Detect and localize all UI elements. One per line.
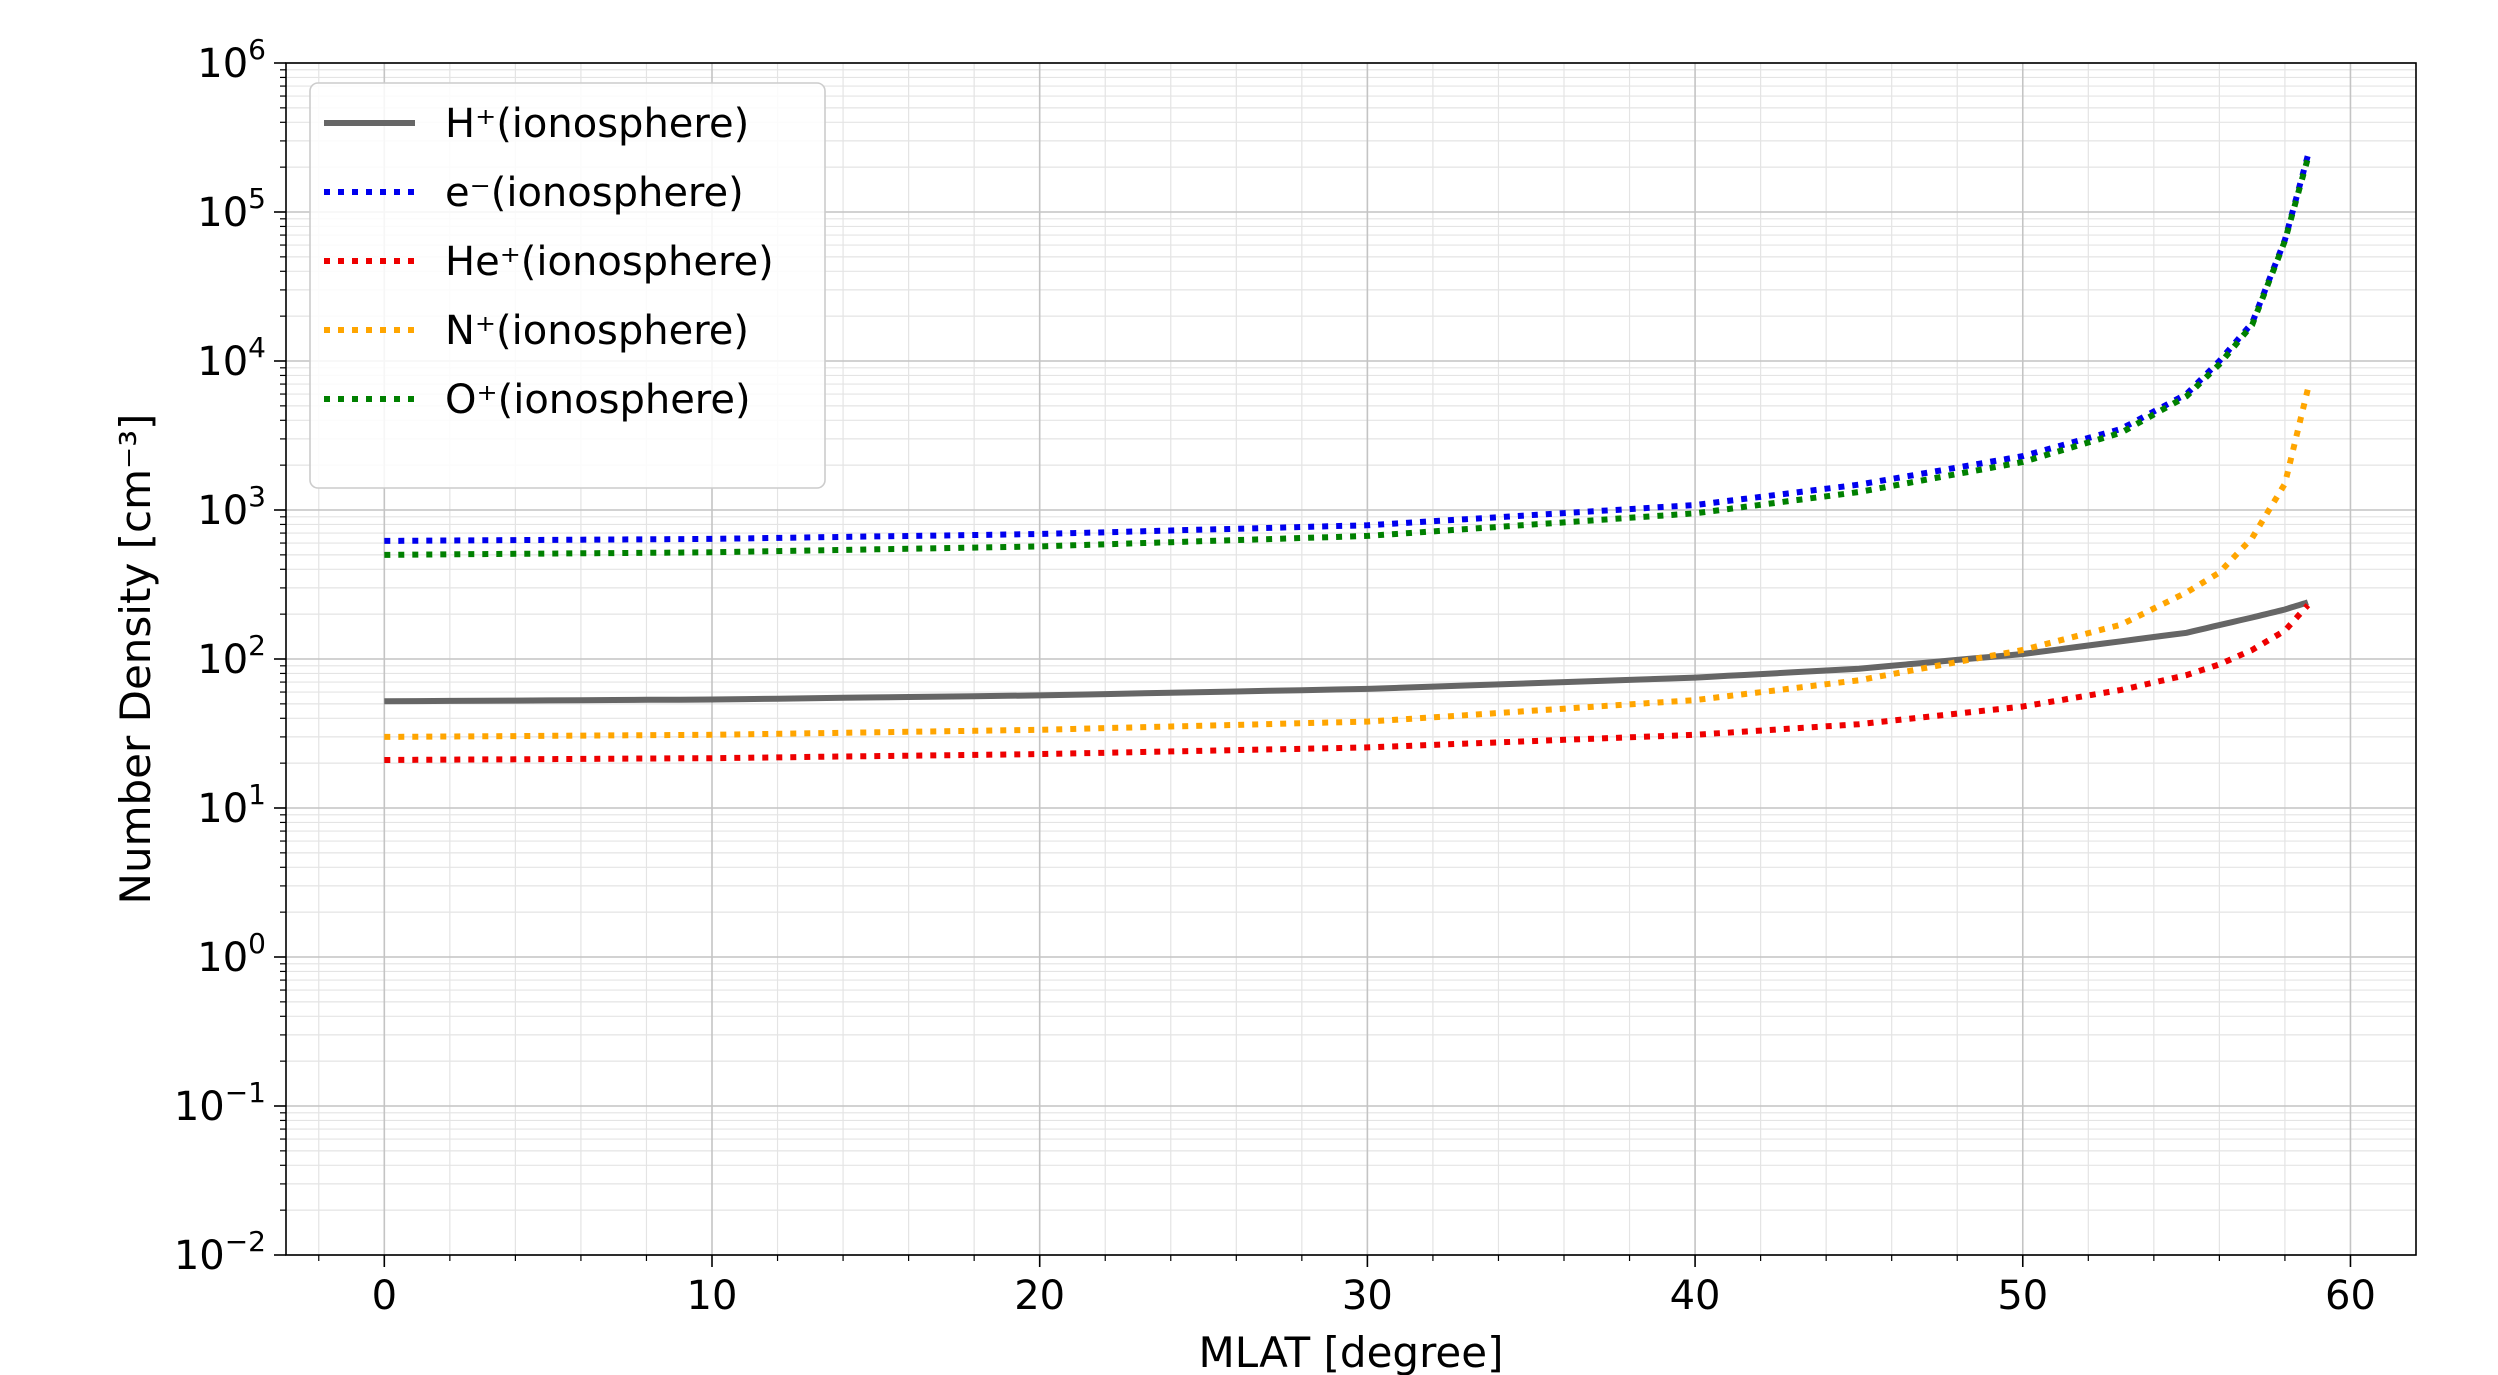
legend-label: H⁺(ionosphere) xyxy=(445,101,749,147)
series-lines xyxy=(384,154,2311,763)
x-tick-label: 50 xyxy=(1997,1273,2048,1319)
y-tick-label: 100 xyxy=(197,927,266,981)
y-tick-label: 106 xyxy=(197,33,266,87)
legend-box xyxy=(309,82,826,489)
x-axis-label: MLAT [degree] xyxy=(1198,1328,1503,1375)
legend-label: O⁺(ionosphere) xyxy=(445,377,751,423)
series-line-h-ionosphere xyxy=(384,599,2309,705)
legend-label: He⁺(ionosphere) xyxy=(445,239,774,285)
series-line-o-ionosphere xyxy=(384,157,2311,558)
series-line-e-ionosphere xyxy=(384,154,2311,544)
series-line-he-ionosphere xyxy=(384,603,2311,763)
x-tick-label: 0 xyxy=(372,1273,397,1319)
y-tick-label: 101 xyxy=(197,778,266,832)
y-tick-label: 103 xyxy=(197,480,266,534)
x-tick-label: 40 xyxy=(1670,1273,1721,1319)
x-tick-label: 30 xyxy=(1342,1273,1393,1319)
y-tick-label: 10−1 xyxy=(174,1076,266,1130)
y-axis-ticks: 10−2 10−1 100 101 102 103 104 105 106 xyxy=(174,33,286,1279)
x-tick-label: 10 xyxy=(687,1273,738,1319)
x-axis-ticks: 0 10 20 30 40 50 60 xyxy=(318,1255,2376,1319)
legend: H⁺(ionosphere) e⁻(ionosphere) He⁺(ionosphe… xyxy=(309,82,826,489)
y-axis-label: Number Density [cm⁻³] xyxy=(111,414,160,905)
series-line-n-ionosphere xyxy=(384,388,2311,740)
legend-label: N⁺(ionosphere) xyxy=(445,308,749,354)
x-tick-label: 20 xyxy=(1014,1273,1065,1319)
y-tick-label: 104 xyxy=(197,331,266,385)
y-tick-label: 10−2 xyxy=(174,1225,266,1279)
y-tick-label: 105 xyxy=(197,182,266,236)
y-tick-label: 102 xyxy=(197,629,266,683)
legend-label: e⁻(ionosphere) xyxy=(445,170,744,216)
x-tick-label: 60 xyxy=(2325,1273,2376,1319)
